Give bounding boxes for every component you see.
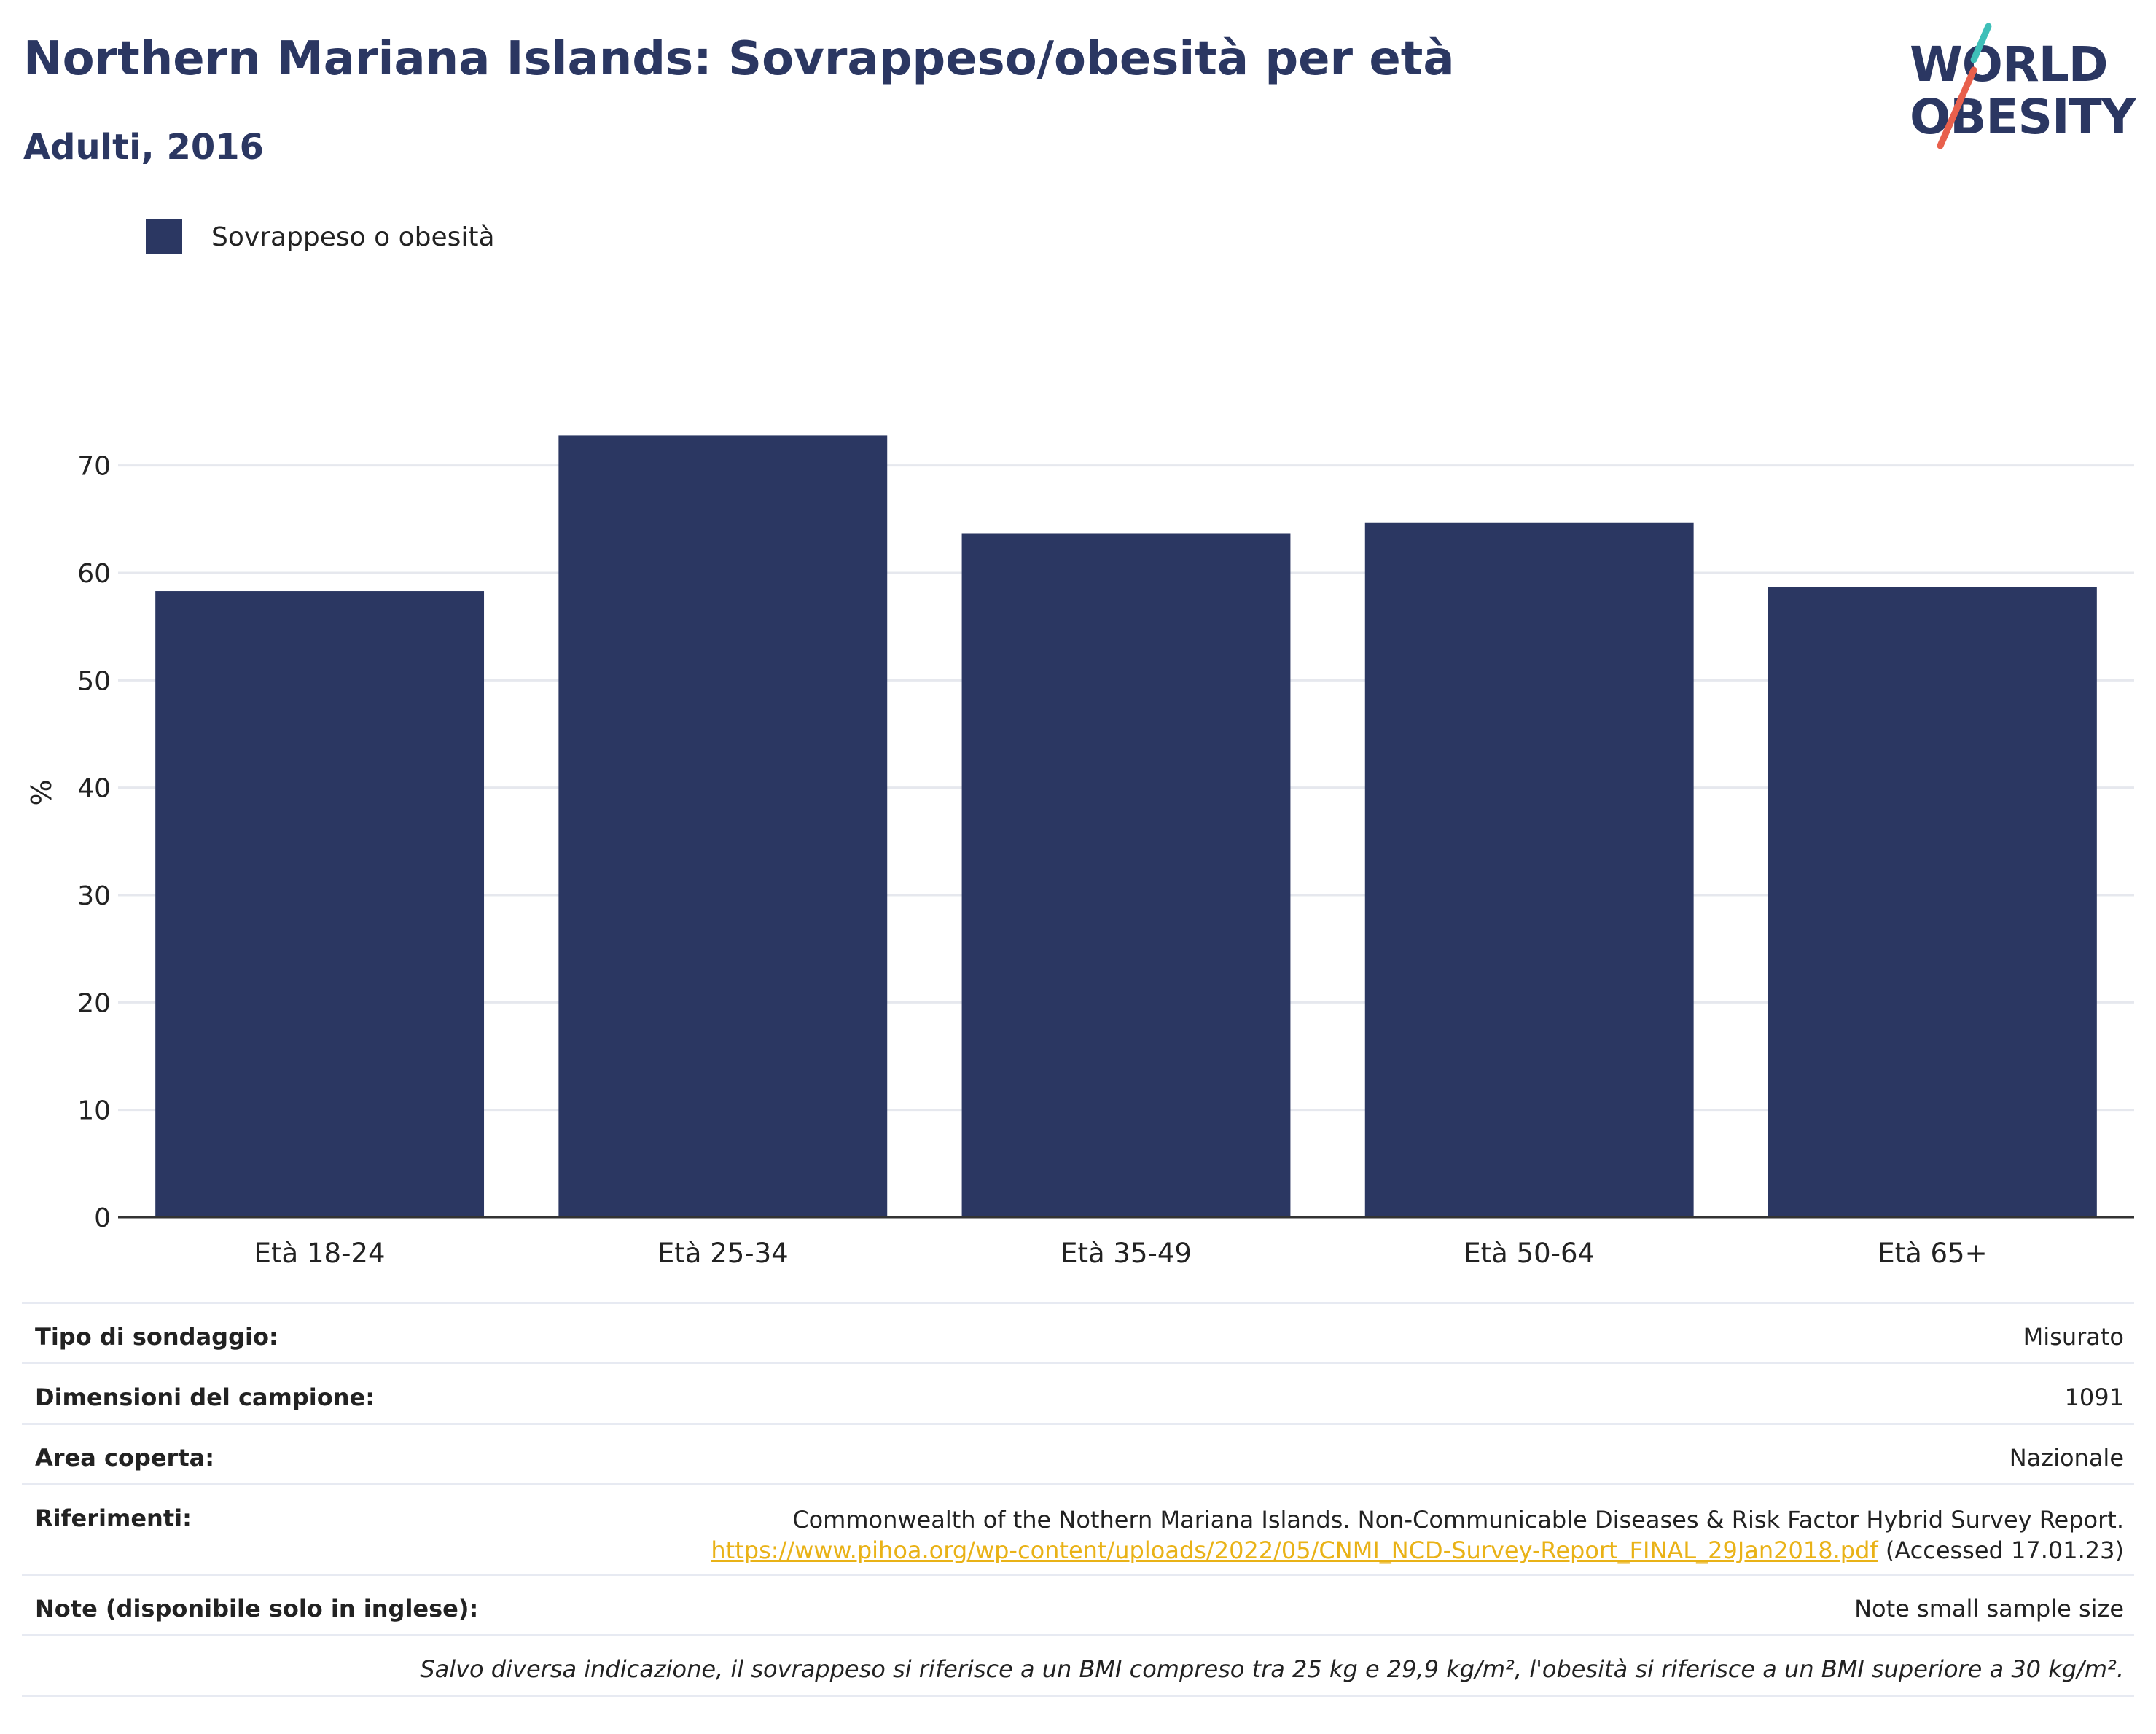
chart-legend: Sovrappeso o obesità [146, 219, 495, 255]
bar-chart: 0 10 20 30 40 50 60 70 Età 18-24 Età 25-34 Età 35-… [26, 435, 2134, 1269]
y-tick-label: 50 [77, 666, 111, 696]
x-tick-label: Età 18-24 [254, 1238, 386, 1269]
info-row-footnote: Salvo diversa indicazione, il sovrappeso… [22, 1634, 2134, 1697]
bar [1768, 587, 2097, 1217]
y-tick-label: 30 [77, 881, 111, 911]
area-value: Nazionale [2009, 1444, 2124, 1472]
info-row-survey-type: Tipo di sondaggio: Misurato [22, 1302, 2134, 1362]
survey-type-label: Tipo di sondaggio: [35, 1323, 278, 1351]
info-row-notes: Note (disponibile solo in inglese): Note… [22, 1574, 2134, 1634]
x-tick-label: Età 35-49 [1061, 1238, 1192, 1269]
logo-slash-icon [1937, 23, 1992, 149]
bar [155, 591, 485, 1217]
chart-title: Northern Mariana Islands: Sovrappeso/obe… [23, 32, 1455, 86]
y-tick-label: 0 [94, 1203, 111, 1233]
y-tick-label: 20 [77, 988, 111, 1018]
notes-value: Note small sample size [1854, 1595, 2124, 1622]
legend-swatch [146, 219, 182, 254]
reference-link[interactable]: https://www.pihoa.org/wp-content/uploads… [711, 1536, 1878, 1564]
sample-size-label: Dimensioni del campione: [35, 1383, 375, 1411]
bmi-footnote: Salvo diversa indicazione, il sovrappeso… [420, 1655, 2124, 1683]
y-tick-label: 70 [77, 452, 111, 482]
reference-accessed: (Accessed 17.01.23) [1885, 1536, 2124, 1564]
notes-label: Note (disponibile solo in inglese): [35, 1595, 479, 1622]
y-tick-label: 10 [77, 1096, 111, 1126]
y-axis-title: % [26, 779, 58, 805]
bar [1364, 522, 1694, 1217]
logo-text-line1: WORLD [1910, 36, 2109, 93]
reference-link-line: https://www.pihoa.org/wp-content/uploads… [711, 1535, 2124, 1566]
x-tick-label: Età 25-34 [657, 1238, 789, 1269]
world-obesity-logo: WORLD OBESITY [1902, 22, 2143, 153]
references-label: Riferimenti: [35, 1504, 192, 1532]
info-row-sample-size: Dimensioni del campione: 1091 [22, 1362, 2134, 1423]
y-tick-label: 40 [77, 774, 111, 804]
references-value: Commonwealth of the Nothern Mariana Isla… [711, 1485, 2134, 1566]
x-tick-label: Età 50-64 [1464, 1238, 1595, 1269]
info-row-area: Area coperta: Nazionale [22, 1423, 2134, 1483]
x-tick-label: Età 65+ [1878, 1238, 1987, 1269]
survey-info-table: Tipo di sondaggio: Misurato Dimensioni d… [22, 1302, 2134, 1697]
bar [558, 435, 888, 1217]
info-row-references: Riferimenti: Commonwealth of the Nothern… [22, 1483, 2134, 1574]
legend-label: Sovrappeso o obesità [211, 222, 495, 252]
sample-size-value: 1091 [2064, 1383, 2124, 1411]
survey-type-value: Misurato [2023, 1323, 2124, 1351]
reference-text: Commonwealth of the Nothern Mariana Isla… [792, 1506, 2124, 1534]
y-tick-label: 60 [77, 559, 111, 589]
area-label: Area coperta: [35, 1444, 215, 1472]
chart-subtitle: Adulti, 2016 [23, 127, 265, 168]
bar [961, 533, 1291, 1217]
